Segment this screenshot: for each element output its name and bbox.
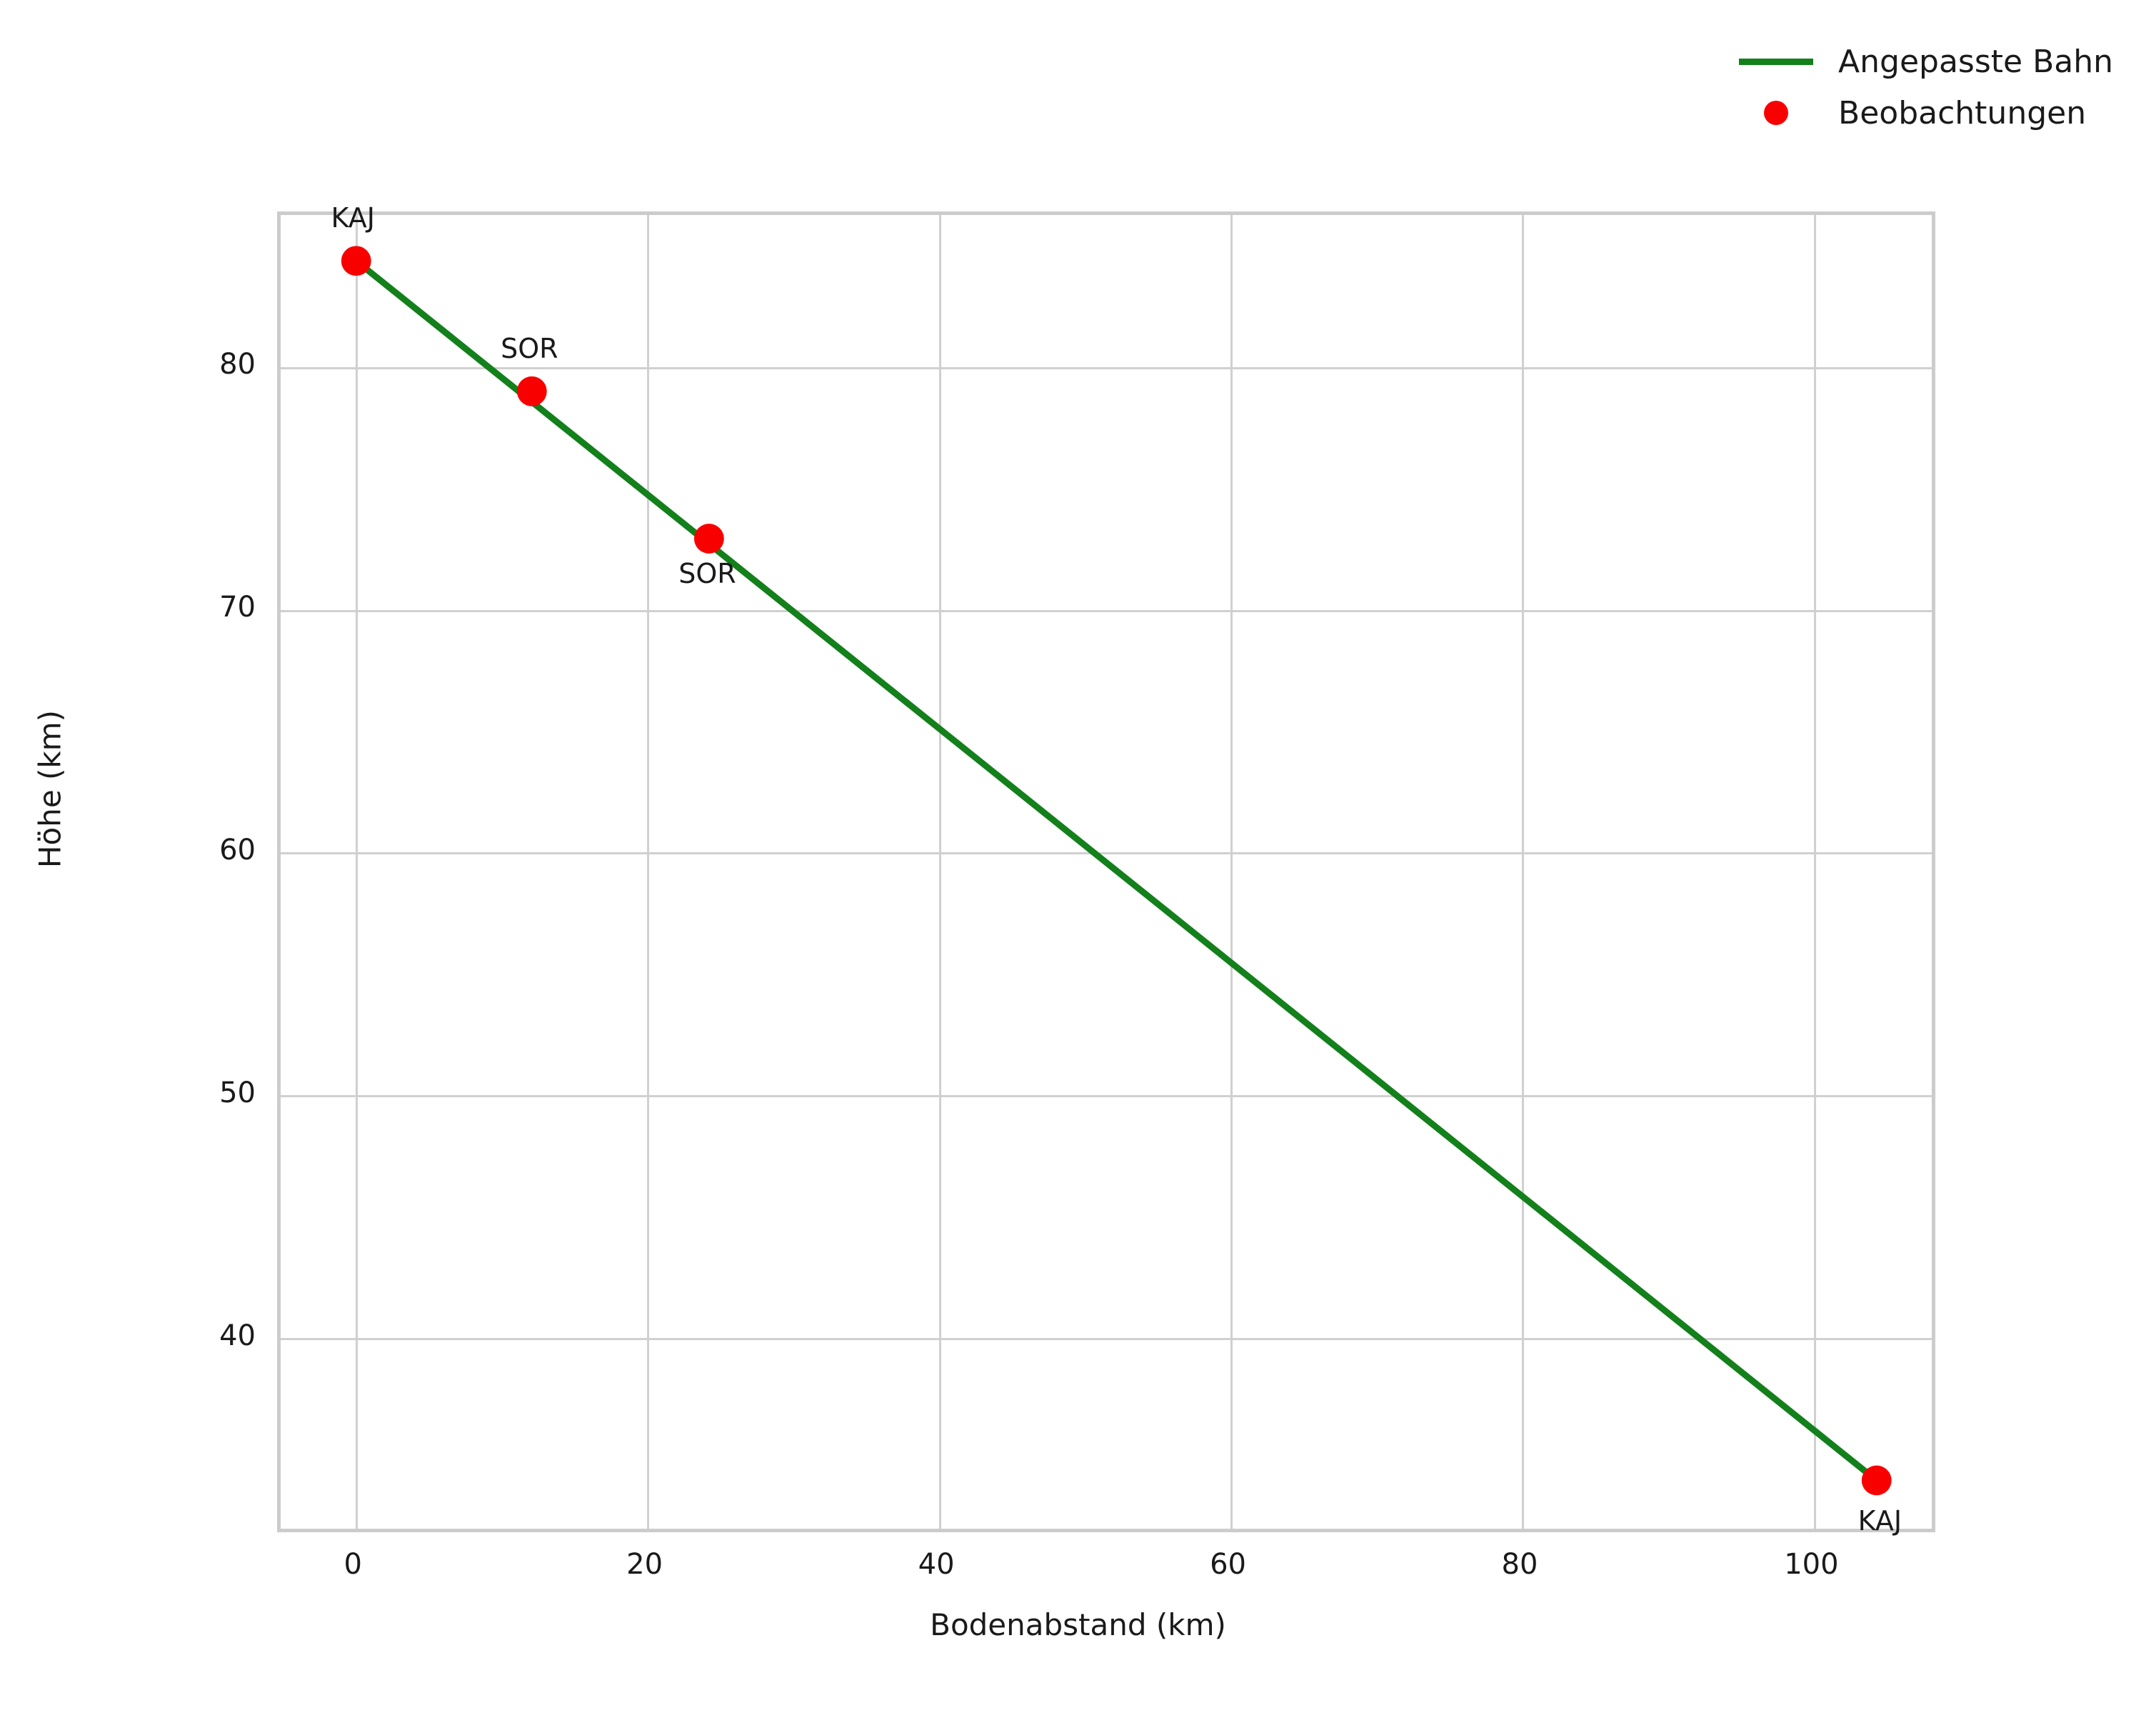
legend-marker-line-icon (1730, 58, 1822, 65)
y-tick-label-0: 40 (219, 1319, 256, 1352)
gridline-vertical-0 (355, 215, 358, 1529)
point-label-sor-1: SOR (501, 333, 558, 365)
data-point-sor (693, 524, 724, 554)
y-tick-label-3: 70 (219, 591, 256, 624)
data-layer (341, 246, 1892, 1496)
legend-label: Angepasste Bahn (1838, 43, 2113, 80)
gridline-horizontal-1 (281, 1095, 1932, 1098)
data-point-sor (516, 376, 547, 406)
point-label-kaj-3: KAJ (1857, 1505, 1902, 1537)
plot-area (277, 211, 1935, 1532)
x-tick-label-3: 60 (1210, 1548, 1246, 1581)
y-tick-label-4: 80 (219, 348, 256, 381)
legend-label: Beobachtungen (1838, 94, 2087, 131)
legend-item-0: Angepasste Bahn (1730, 36, 2113, 87)
x-tick-label-0: 0 (344, 1548, 362, 1581)
point-label-kaj-0: KAJ (331, 201, 375, 234)
line-swatch-icon (1739, 58, 1814, 65)
x-tick-label-1: 20 (626, 1548, 663, 1581)
y-axis-title: Höhe (km) (32, 709, 68, 869)
legend-item-1: Beobachtungen (1730, 87, 2113, 139)
data-point-kaj (341, 246, 371, 276)
point-label-sor-2: SOR (678, 558, 736, 590)
gridline-horizontal-4 (281, 366, 1932, 369)
x-tick-label-2: 40 (918, 1548, 955, 1581)
gridline-vertical-1 (647, 215, 650, 1529)
x-axis-title: Bodenabstand (km) (930, 1607, 1226, 1642)
data-point-kaj (1861, 1465, 1892, 1496)
x-tick-label-4: 80 (1501, 1548, 1538, 1581)
series-line-0 (353, 257, 1880, 1484)
legend-marker-dot-icon (1730, 101, 1822, 125)
y-tick-label-2: 60 (219, 833, 256, 867)
gridline-horizontal-3 (281, 609, 1932, 612)
gridline-vertical-4 (1522, 215, 1525, 1529)
gridline-vertical-3 (1230, 215, 1233, 1529)
gridline-horizontal-2 (281, 852, 1932, 855)
x-tick-label-5: 100 (1784, 1548, 1839, 1581)
chart-legend: Angepasste Bahn Beobachtungen (1730, 36, 2113, 139)
gridline-vertical-2 (938, 215, 941, 1529)
gridline-vertical-5 (1813, 215, 1816, 1529)
dot-swatch-icon (1764, 101, 1789, 125)
y-tick-label-1: 50 (219, 1076, 256, 1109)
gridline-horizontal-0 (281, 1338, 1932, 1341)
